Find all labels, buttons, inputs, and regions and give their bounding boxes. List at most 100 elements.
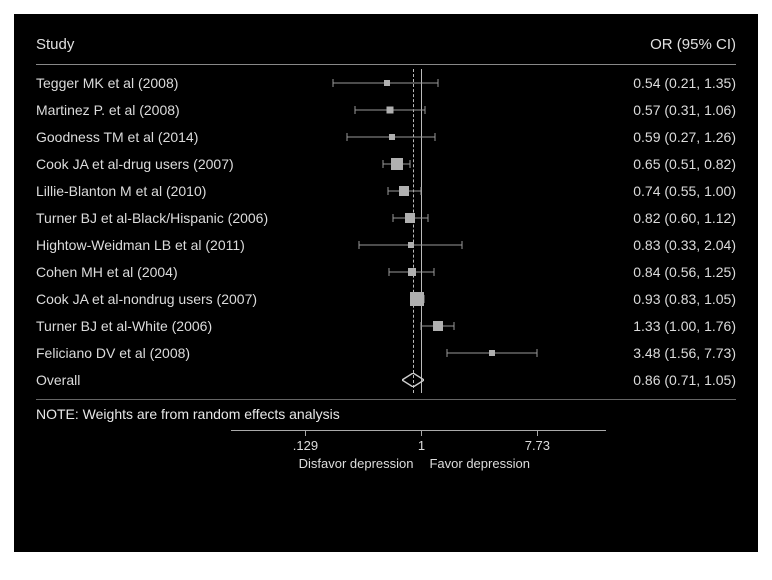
axis-tick [537, 430, 538, 436]
point-estimate [384, 80, 390, 86]
study-row: Cook JA et al-nondrug users (2007) 0.93 (… [36, 285, 736, 312]
note-text: NOTE: Weights are from random effects an… [36, 406, 736, 422]
point-estimate [408, 242, 414, 248]
overall-diamond [402, 373, 424, 387]
study-row: Goodness TM et al (2014) 0.59 (0.27, 1.26… [36, 123, 736, 150]
overall-row: Overall 0.86 (0.71, 1.05) [36, 366, 736, 393]
axis-tick-label: 7.73 [525, 438, 550, 453]
study-label: Tegger MK et al (2008) [36, 75, 291, 91]
ci-cap [383, 160, 384, 168]
point-estimate [399, 186, 409, 196]
header-study: Study [36, 36, 74, 53]
ci-cap [410, 160, 411, 168]
study-row: Feliciano DV et al (2008) 3.48 (1.56, 7.7… [36, 339, 736, 366]
study-row: Cohen MH et al (2004) 0.84 (0.56, 1.25) [36, 258, 736, 285]
axis-tick-label: .129 [293, 438, 318, 453]
study-label: Turner BJ et al-Black/Hispanic (2006) [36, 210, 291, 226]
ci-cap [333, 79, 334, 87]
or-text: 0.83 (0.33, 2.04) [546, 237, 736, 253]
study-label: Hightow-Weidman LB et al (2011) [36, 237, 291, 253]
ci-cap [434, 268, 435, 276]
ci-cap [427, 214, 428, 222]
axis-tick [305, 430, 306, 436]
header-divider [36, 64, 736, 65]
or-text: 0.59 (0.27, 1.26) [546, 129, 736, 145]
study-label: Cook JA et al-nondrug users (2007) [36, 291, 291, 307]
point-estimate [408, 268, 416, 276]
study-plot [291, 177, 546, 204]
or-text: 0.74 (0.55, 1.00) [546, 183, 736, 199]
study-row: Martinez P. et al (2008) 0.57 (0.31, 1.06… [36, 96, 736, 123]
forest-plot-panel: Study OR (95% CI) Tegger MK et al (2008)… [14, 14, 758, 552]
overall-or-text: 0.86 (0.71, 1.05) [546, 372, 736, 388]
or-text: 0.82 (0.60, 1.12) [546, 210, 736, 226]
axis-plot: .12917.73Disfavor depressionFavor depres… [291, 422, 546, 478]
ci-cap [446, 349, 447, 357]
ci-cap [434, 133, 435, 141]
ci-cap [355, 106, 356, 114]
point-estimate [405, 213, 415, 223]
study-row: Turner BJ et al-White (2006) 1.33 (1.00, … [36, 312, 736, 339]
study-plot [291, 258, 546, 285]
ci-cap [424, 106, 425, 114]
or-text: 1.33 (1.00, 1.76) [546, 318, 736, 334]
ci-cap [421, 322, 422, 330]
ci-cap [388, 268, 389, 276]
or-text: 0.93 (0.83, 1.05) [546, 291, 736, 307]
or-text: 0.57 (0.31, 1.06) [546, 102, 736, 118]
study-plot [291, 312, 546, 339]
ci-cap [438, 79, 439, 87]
axis-tick-label: 1 [418, 438, 425, 453]
point-estimate [389, 134, 395, 140]
overall-label: Overall [36, 372, 291, 388]
point-estimate [386, 106, 393, 113]
or-text: 3.48 (1.56, 7.73) [546, 345, 736, 361]
header-or: OR (95% CI) [650, 36, 736, 53]
header-row: Study OR (95% CI) [36, 30, 736, 58]
study-label: Martinez P. et al (2008) [36, 102, 291, 118]
study-label: Turner BJ et al-White (2006) [36, 318, 291, 334]
forest-plot-inner: Study OR (95% CI) Tegger MK et al (2008)… [36, 30, 736, 536]
study-label: Cook JA et al-drug users (2007) [36, 156, 291, 172]
study-label: Cohen MH et al (2004) [36, 264, 291, 280]
ci-cap [358, 241, 359, 249]
axis-area: .129 1 7.73 Disfavor depression Favor depres… [36, 422, 736, 478]
study-plot [291, 204, 546, 231]
study-row: Cook JA et al-drug users (2007) 0.65 (0.5… [36, 150, 736, 177]
point-estimate [489, 350, 495, 356]
study-plot [291, 96, 546, 123]
ci-cap [453, 322, 454, 330]
overall-plot [291, 366, 546, 393]
study-plot [291, 231, 546, 258]
study-row: Turner BJ et al-Black/Hispanic (2006) 0.8… [36, 204, 736, 231]
study-plot [291, 123, 546, 150]
point-estimate [433, 321, 443, 331]
point-estimate [391, 158, 403, 170]
study-rows: Tegger MK et al (2008) 0.54 (0.21, 1.35) M… [36, 69, 736, 393]
study-row: Tegger MK et al (2008) 0.54 (0.21, 1.35) [36, 69, 736, 96]
ci-cap [537, 349, 538, 357]
study-plot [291, 285, 546, 312]
ci-cap [347, 133, 348, 141]
study-plot [291, 339, 546, 366]
ci-cap [421, 187, 422, 195]
or-text: 0.54 (0.21, 1.35) [546, 75, 736, 91]
study-plot [291, 69, 546, 96]
study-label: Feliciano DV et al (2008) [36, 345, 291, 361]
or-text: 0.84 (0.56, 1.25) [546, 264, 736, 280]
bottom-divider [36, 399, 736, 400]
point-estimate [410, 292, 424, 306]
ci-cap [387, 187, 388, 195]
axis-line [231, 430, 606, 431]
study-row: Lillie-Blanton M et al (2010) 0.74 (0.55,… [36, 177, 736, 204]
axis-label-left: Disfavor depression [299, 456, 414, 471]
or-text: 0.65 (0.51, 0.82) [546, 156, 736, 172]
study-label: Lillie-Blanton M et al (2010) [36, 183, 291, 199]
ci-cap [461, 241, 462, 249]
axis-label-right: Favor depression [429, 456, 529, 471]
study-plot [291, 150, 546, 177]
study-label: Goodness TM et al (2014) [36, 129, 291, 145]
study-row: Hightow-Weidman LB et al (2011) 0.83 (0.3… [36, 231, 736, 258]
axis-tick [421, 430, 422, 436]
ci-cap [392, 214, 393, 222]
